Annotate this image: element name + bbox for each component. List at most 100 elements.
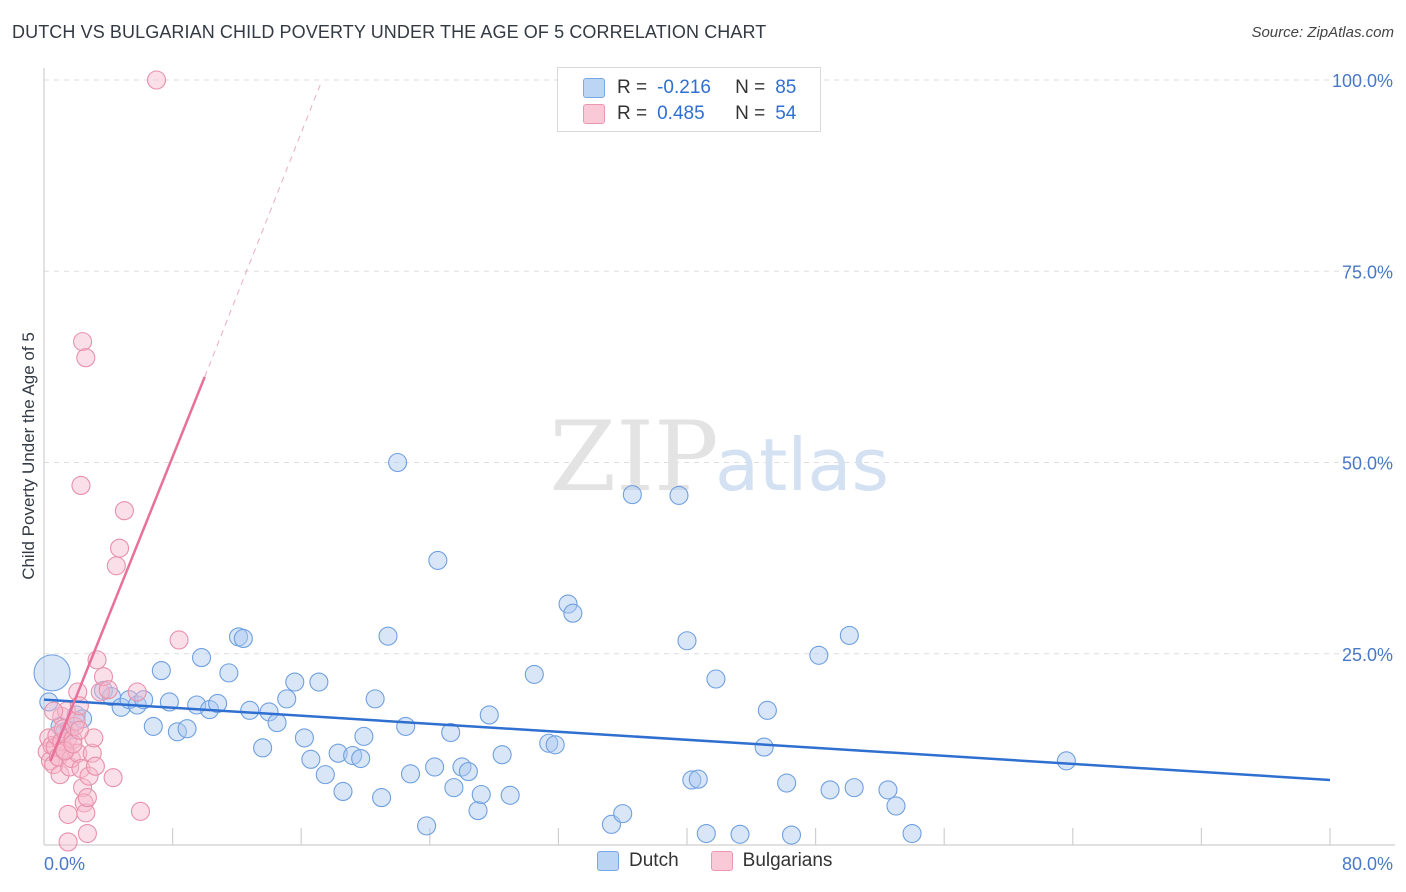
dutch-point-26 [253, 738, 273, 758]
series-legend-dutch[interactable]: Dutch [597, 850, 679, 872]
bulgarians-point-16 [61, 749, 81, 769]
dutch-point-68 [682, 770, 702, 790]
dutch-point-19 [191, 648, 212, 668]
data-points [33, 70, 1076, 852]
dutch-point-25 [240, 700, 260, 720]
dutch-point-81 [878, 780, 898, 800]
dutch-point-12 [134, 690, 154, 710]
y-axis-title: Child Poverty Under the Age of 5 [19, 332, 38, 580]
legend-r-label: R = [617, 77, 648, 98]
bulgarians-point-53 [69, 720, 89, 740]
x-ticks [172, 828, 1331, 845]
legend-r-value-bulgarians: 0.485 [657, 103, 705, 124]
dutch-point-56 [492, 745, 512, 765]
dutch-point-29 [277, 689, 297, 709]
dutch-point-70 [696, 823, 716, 844]
dutch-point-9 [111, 697, 131, 717]
dutch-point-61 [558, 594, 578, 614]
dutch-point-31 [294, 728, 314, 748]
dutch-point-67 [677, 631, 697, 651]
bulgarians-point-44 [110, 538, 130, 558]
bulgarians-point-23 [71, 758, 91, 779]
legend-n-label: N = [735, 103, 766, 124]
bulgarians-point-41 [98, 680, 118, 700]
bulgarians-point-39 [90, 682, 110, 702]
legend-n-value-dutch: 85 [775, 77, 797, 98]
y-tick-label-1: 50.0% [1342, 454, 1393, 474]
series-swatch-bulgarians [710, 851, 733, 871]
bulgarians-point-37 [77, 788, 97, 808]
dutch-point-39 [354, 726, 374, 746]
dutch-point-52 [458, 762, 478, 782]
bulgarians-point-24 [73, 778, 93, 798]
trend-lines [43, 79, 1331, 782]
dutch-point-79 [839, 625, 859, 645]
bulgarians-point-47 [130, 801, 150, 821]
dutch-point-45 [400, 764, 421, 784]
watermark: ZIP atlas [549, 401, 889, 513]
series-bulgarians [37, 70, 189, 852]
dutch-point-53 [468, 801, 488, 821]
legend-row-bulgarians: R = 0.485 N = 54 [558, 101, 796, 127]
dutch-point-80 [844, 778, 864, 798]
dutch-point-36 [333, 781, 353, 802]
dutch-point-72 [730, 824, 750, 844]
dutch-point-14 [151, 661, 171, 681]
bulgarians-point-46 [127, 682, 147, 702]
dutch-point-54 [471, 784, 491, 805]
dutch-point-34 [315, 765, 335, 785]
bulgarians-point-48 [146, 70, 167, 90]
dutch-point-41 [372, 788, 392, 808]
dutch-point-17 [177, 719, 197, 739]
dutch-point-43 [388, 452, 408, 473]
dutch-point-57 [500, 785, 520, 805]
legend-r-value-dutch: -0.216 [657, 77, 711, 98]
dutch-point-76 [781, 825, 802, 845]
dutch-point-33 [309, 672, 329, 692]
dutch-point-78 [820, 780, 840, 800]
bulgarians-point-35 [73, 332, 93, 352]
legend-swatch-bulgarians [583, 104, 605, 124]
legend: R = -0.216 N = 85 R = 0.485 N = 54 [557, 67, 821, 132]
dutch-point-82 [886, 796, 906, 816]
gridlines [44, 79, 1395, 655]
dutch-point-83 [902, 823, 922, 844]
dutch-point-13 [143, 716, 163, 736]
bulgarians-point-34 [71, 475, 91, 496]
dutch-point-28 [267, 713, 287, 733]
series-dutch [33, 452, 1076, 845]
x-tick-label-min: 0.0% [44, 854, 85, 874]
legend-n-label: N = [735, 77, 766, 98]
dutch-point-73 [754, 737, 774, 757]
dutch-point-46 [428, 550, 448, 570]
dutch-point-21 [208, 693, 228, 714]
legend-row-dutch: R = -0.216 N = 85 [558, 75, 796, 101]
x-tick-label-max: 80.0% [1342, 854, 1393, 874]
dutch-point-1 [39, 692, 59, 712]
series-swatch-dutch [597, 851, 619, 871]
dutch-point-24 [233, 628, 253, 649]
y-tick-label-3: 100.0% [1332, 71, 1393, 91]
bulgarians-point-29 [58, 832, 78, 852]
y-tick-labels: 25.0% 50.0% 75.0% 100.0% [1332, 71, 1393, 665]
dutch-point-58 [524, 664, 544, 684]
bulgarians-point-50 [55, 741, 75, 761]
bulgarians-point-25 [74, 793, 94, 813]
dutch-point-0 [33, 654, 71, 692]
series-legend-label-dutch: Dutch [629, 850, 679, 871]
dutch-point-69 [688, 769, 708, 789]
bulgarians-trend-line [49, 376, 206, 762]
dutch-point-27 [259, 702, 279, 722]
series-legend-bulgarians[interactable]: Bulgarians [710, 850, 832, 872]
legend-swatch-dutch [583, 78, 605, 98]
bulgarians-point-42 [103, 768, 123, 788]
dutch-point-40 [365, 689, 385, 709]
x-tick-labels: 0.0% 80.0% [44, 854, 1393, 874]
dutch-point-62 [563, 603, 583, 623]
dutch-point-44 [396, 716, 416, 736]
dutch-point-77 [809, 645, 829, 665]
watermark-zip: ZIP [549, 401, 718, 513]
dutch-point-38 [351, 749, 371, 769]
dutch-point-74 [757, 700, 777, 720]
bulgarians-point-49 [169, 630, 189, 650]
